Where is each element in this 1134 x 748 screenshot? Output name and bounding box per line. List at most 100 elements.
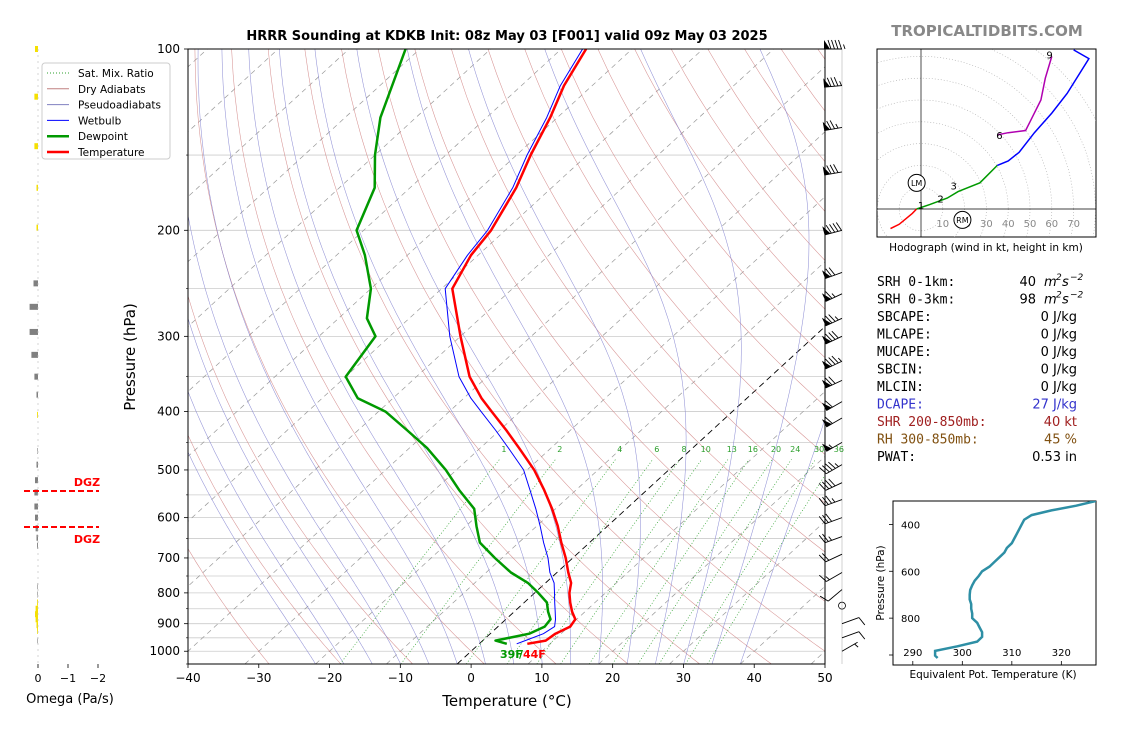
omega-bar [37, 599, 38, 606]
omega-bar [35, 616, 38, 623]
barb-flag [821, 293, 832, 302]
omega-bar [35, 46, 38, 52]
theta-e-ylabel: Pressure (hPa) [875, 545, 887, 620]
wetbulb-profile [444, 49, 584, 645]
index-label: MUCAPE: [877, 345, 932, 360]
barb-full [825, 315, 833, 324]
dry-adiabat-line [188, 434, 342, 664]
wind-barb [822, 120, 843, 132]
barb-shaft [825, 379, 843, 389]
index-unit-exponent: 2 [1056, 291, 1062, 301]
barb-full [825, 495, 833, 504]
y-tick-label: 700 [157, 551, 180, 565]
omega-tick-label: −1 [60, 672, 76, 685]
theta-e-panel: 290 300 310 320 400 600 800 Equivalent Pot. Te… [875, 500, 1097, 681]
pseudoadiabat-line [640, 49, 742, 664]
index-label: SBCAPE: [877, 310, 932, 325]
hodograph-segment [997, 49, 1090, 167]
wind-barbs [818, 39, 866, 664]
barb-shaft [841, 617, 860, 625]
barb-full [833, 77, 839, 87]
barb-shaft [826, 417, 843, 428]
index-value: 0 J/kg [1041, 345, 1077, 360]
barb-shaft [826, 572, 843, 582]
legend-label: Sat. Mix. Ratio [78, 68, 154, 80]
skewt-ylabel: Pressure (hPa) [121, 303, 139, 411]
omega-bars [29, 46, 38, 644]
legend-box [41, 62, 171, 160]
wind-barb [823, 77, 843, 88]
barb-full [818, 498, 826, 507]
index-label: SRH 0-1km: [877, 275, 955, 290]
omega-bar [29, 303, 38, 310]
barb-half [834, 463, 839, 467]
barb-full [829, 120, 836, 130]
isotherm-line [188, 49, 491, 328]
hodograph-caption: Hodograph (wind in kt, height in km) [889, 242, 1083, 254]
barb-full [822, 496, 829, 505]
sounding-profiles [344, 49, 588, 646]
omega-bar [29, 328, 38, 335]
hodograph-labels: 10203040506070LMRM12369 [907, 51, 1080, 230]
barb-half [854, 643, 859, 648]
omega-bar [34, 489, 38, 496]
barb-shaft [825, 553, 843, 563]
omega-bar [36, 184, 38, 191]
dry-adiabat-line [304, 49, 700, 664]
isotherm-line [188, 49, 633, 457]
index-row: SHR 200-850mb: 40 kt [877, 415, 1077, 430]
barb-shaft [824, 536, 843, 544]
index-row: PWAT: 0.53 in [877, 450, 1077, 465]
wind-barb [819, 589, 843, 602]
omega-bar [34, 143, 38, 150]
x-tick-label: −20 [317, 671, 342, 685]
hodograph-axis-label: 60 [1045, 219, 1058, 230]
index-label: SHR 200-850mb: [877, 415, 987, 430]
index-row: SRH 0-1km: 40 m 2 s −2 [877, 273, 1084, 290]
barb-full [827, 39, 832, 50]
calm-wind-marker [838, 601, 846, 610]
wind-barb [821, 355, 843, 370]
barb-half [831, 293, 836, 298]
omega-tick-label: 0 [35, 672, 42, 685]
mixing-ratio-label: 2 [557, 445, 562, 454]
barb-flag [821, 317, 832, 326]
barb-shaft [825, 335, 843, 345]
barb-flag [821, 335, 832, 344]
omega-axis-label: Omega (Pa/s) [26, 692, 114, 707]
theta-e-x-tick-label: 300 [953, 648, 972, 659]
index-row: SRH 0-3km: 98 m 2 s −2 [877, 291, 1084, 308]
wind-barb [821, 330, 843, 345]
barb-shaft [841, 631, 860, 639]
x-tick-label: 40 [747, 671, 762, 685]
hodograph-axis-label: 10 [936, 219, 949, 230]
barb-full [833, 164, 839, 173]
mixing-ratio-label: 24 [790, 445, 800, 454]
hodograph-frame [876, 48, 1097, 238]
legend-label: Pseudoadiabats [78, 100, 161, 112]
barb-half [835, 123, 839, 129]
index-unit-exponent: −2 [1070, 273, 1084, 283]
isotherm-line [188, 49, 562, 392]
index-unit: s [1062, 275, 1069, 290]
isotherm-line [188, 49, 350, 198]
barb-full [822, 553, 830, 561]
omega-bar [37, 542, 38, 549]
index-value: 98 [1019, 293, 1036, 308]
dry-adiabat-line [634, 49, 825, 310]
index-label: DCAPE: [877, 398, 924, 413]
dry-adiabat-line [267, 49, 629, 664]
wind-barb [821, 442, 843, 452]
height-label: 3 [951, 181, 957, 192]
barb-full [819, 467, 827, 474]
barb-flag [821, 379, 832, 388]
skewt-frame [187, 48, 826, 665]
hodograph-axis-label: 50 [1024, 219, 1037, 230]
barb-flag [821, 360, 832, 369]
barb-full [825, 400, 833, 408]
index-value: 0 J/kg [1041, 328, 1077, 343]
omega-x-axis: 0 −1 −2 [35, 664, 106, 685]
x-tick-label: 0 [467, 671, 475, 685]
isotherm-line [188, 49, 704, 522]
dry-adiabat-line [451, 49, 825, 553]
